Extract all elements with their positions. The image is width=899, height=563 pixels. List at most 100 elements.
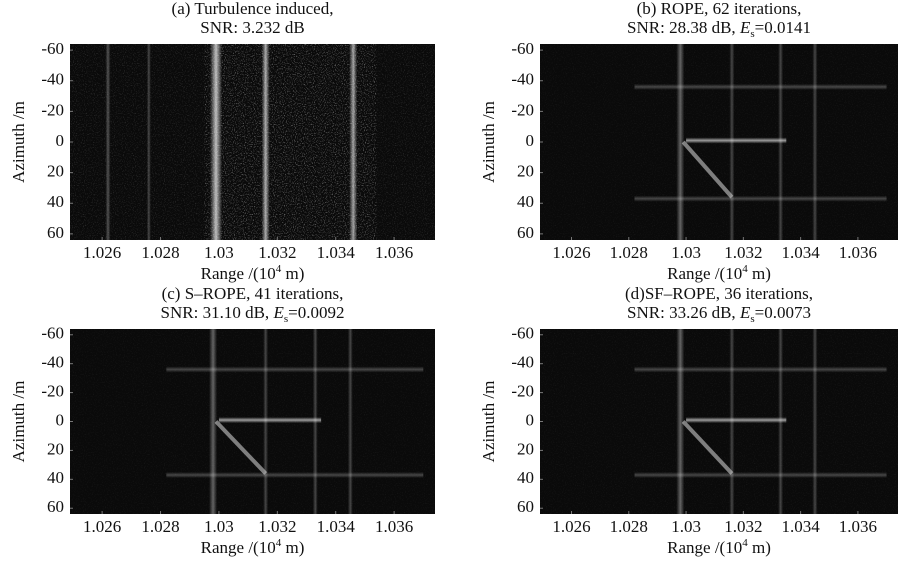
image-streak [812,44,818,240]
x-tick-label: 1.028 [141,243,179,262]
x-axis-label: Range /(104 m) [201,537,305,557]
y-tick-label: 20 [47,162,64,181]
x-tick-label: 1.034 [317,517,356,536]
panel: (a) Turbulence induced,SNR: 3.232 dB 1.02… [9,0,435,283]
x-tick-label: 1.032 [724,517,762,536]
image-streak [261,44,270,240]
x-axis-label-part: 4 [742,263,748,275]
y-tick-label: 0 [526,410,535,429]
y-tick-label: -60 [41,39,64,58]
y-tick-label: -60 [511,324,534,343]
subtitle-part: SNR: 3.232 dB [200,18,304,37]
panel: (c) S–ROPE, 41 iterations,SNR: 31.10 dB,… [9,284,435,557]
subtitle-part: s [284,313,288,325]
panel-title: (b) ROPE, 62 iterations, [637,0,802,18]
subtitle-part: =0.0141 [755,18,811,37]
x-tick-label: 1.03 [671,243,701,262]
image-streak [676,329,685,514]
image-streak [686,417,787,424]
panel: (b) ROPE, 62 iterations,SNR: 28.38 dB, E… [479,0,898,283]
x-tick-label: 1.032 [724,243,762,262]
y-axis-label: Azimuth /m [479,101,498,183]
panel: (d)SF–ROPE, 36 iterations,SNR: 33.26 dB,… [479,284,898,557]
subtitle: SNR: 33.26 dB, Es=0.0073 [627,303,811,325]
subtitle: SNR: 3.232 dB [200,18,304,37]
subtitle-part: =0.0073 [755,303,811,322]
y-tick-label: -40 [41,353,64,372]
subtitle-part: E [272,303,284,322]
image-streak [681,140,734,199]
x-axis-label-part: 4 [742,537,748,549]
x-tick-label: 1.036 [839,517,877,536]
x-axis-label: Range /(104 m) [667,263,771,283]
subtitle-part: E [739,303,751,322]
image-streak [634,471,887,478]
y-tick-label: -40 [41,70,64,89]
y-tick-label: 20 [517,162,534,181]
subtitle-part: SNR: 31.10 dB, [161,303,274,322]
image-streak [105,44,111,240]
y-tick-label: 60 [47,223,64,242]
y-tick-label: -60 [511,39,534,58]
x-tick-label: 1.026 [83,243,121,262]
subtitle-part: s [750,28,754,40]
y-tick-label: 20 [47,439,64,458]
x-axis-label-part: Range /(10 [667,264,742,283]
image-streak [812,329,818,514]
y-tick-label: -40 [511,70,534,89]
y-tick-label: -60 [41,324,64,343]
y-tick-label: 0 [56,131,65,150]
image-streak [634,83,887,90]
y-tick-label: -40 [511,353,534,372]
y-tick-label: 40 [517,192,534,211]
image-streak [214,420,268,475]
x-tick-label: 1.026 [83,517,121,536]
y-tick-label: 40 [517,468,534,487]
y-tick-label: 40 [47,468,64,487]
image-streak [347,329,353,514]
subtitle-part: E [739,18,751,37]
x-tick-label: 1.036 [839,243,877,262]
x-tick-label: 1.028 [141,517,179,536]
image-streak [146,44,151,240]
image-streak [166,471,424,478]
panel-title: (a) Turbulence induced, [172,0,334,18]
image-streak [218,417,322,424]
y-tick-label: -20 [41,100,64,119]
image-streak [349,44,358,240]
y-tick-label: 0 [526,131,535,150]
y-tick-label: 60 [47,497,64,516]
y-axis-label: Azimuth /m [9,101,28,183]
image-streak [210,44,222,240]
x-axis-label-part: 4 [276,263,282,275]
x-axis-label-part: m) [748,264,771,283]
x-axis-label-part: 4 [276,537,282,549]
y-axis-label: Azimuth /m [9,381,28,463]
y-tick-label: 60 [517,223,534,242]
y-tick-label: 0 [56,410,65,429]
image-streak [166,366,424,373]
x-axis-label-part: m) [748,538,771,557]
image-streak [676,44,685,240]
x-axis-label-part: m) [281,538,304,557]
x-tick-label: 1.036 [375,243,413,262]
x-tick-label: 1.034 [781,243,820,262]
image-streak [634,195,887,202]
subtitle-part: SNR: 33.26 dB, [627,303,740,322]
x-axis-label-part: m) [281,264,304,283]
x-tick-label: 1.034 [781,517,820,536]
x-axis-label-part: Range /(10 [201,538,276,557]
x-tick-label: 1.032 [258,517,296,536]
x-tick-label: 1.028 [610,243,648,262]
subtitle-part: s [750,313,754,325]
x-tick-label: 1.028 [610,517,648,536]
image-streak [634,366,887,373]
subtitle-part: =0.0092 [288,303,344,322]
x-tick-label: 1.026 [552,243,590,262]
y-axis-label: Azimuth /m [479,381,498,463]
x-axis-label: Range /(104 m) [201,263,305,283]
subtitle: SNR: 28.38 dB, Es=0.0141 [627,18,811,40]
panel-title: (c) S–ROPE, 41 iterations, [162,284,344,303]
x-axis-label: Range /(104 m) [667,537,771,557]
